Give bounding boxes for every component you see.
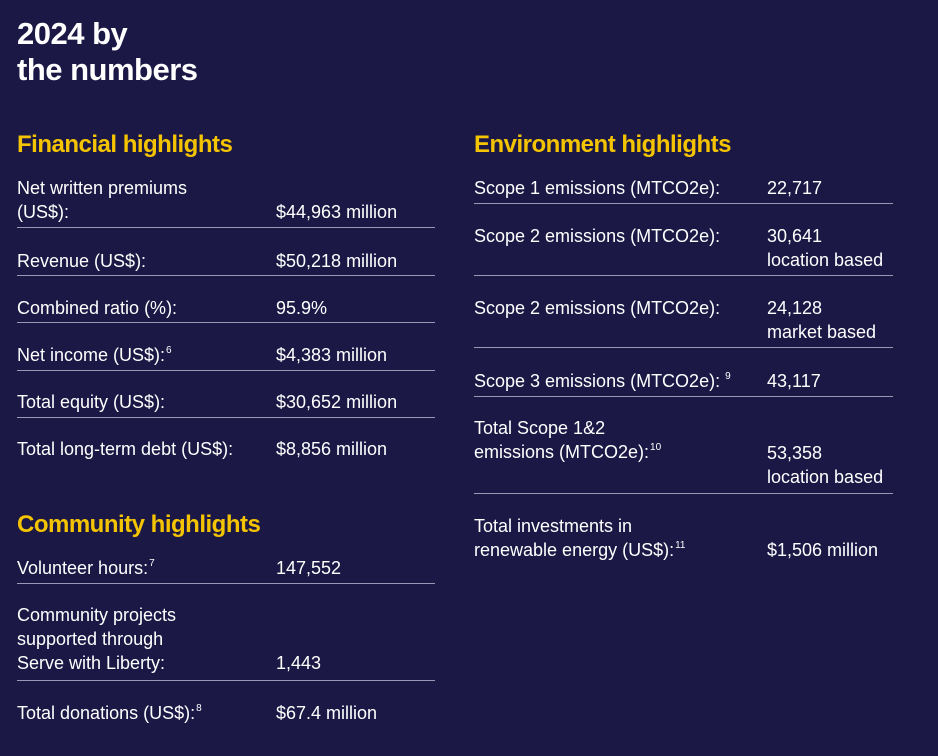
row-value: 30,641 location based [767,226,884,270]
row-label: Scope 1 emissions (MTCO2e): [474,178,721,198]
page-title-line-2: the numbers [17,52,198,87]
financial-row-combined-ratio: Combined ratio (%): 95.9% [17,296,435,320]
divider [474,493,893,494]
row-value: $67.4 million [276,703,378,723]
row-value: 147,552 [276,558,342,578]
divider [17,370,435,371]
financial-row-revenue: Revenue (US$): $50,218 million [17,249,435,273]
row-label: Net written premiums (US$): [17,178,188,222]
row-label: Total long-term debt (US$): [17,439,234,459]
divider [17,417,435,418]
financial-row-net-income: Net income (US$):6 $4,383 million [17,343,435,367]
row-value: 22,717 [767,178,823,198]
community-highlights-heading: Community highlights [17,511,261,538]
row-label: Revenue (US$): [17,251,147,271]
divider [474,203,893,204]
footnote-marker: 9 [725,371,731,382]
financial-highlights-heading: Financial highlights [17,131,233,158]
row-value: $4,383 million [276,345,388,365]
footnote-marker: 8 [196,703,202,714]
footnote-marker: 7 [149,558,155,569]
row-label: Scope 2 emissions (MTCO2e): [474,226,721,246]
financial-row-total-equity: Total equity (US$): $30,652 million [17,390,435,414]
row-label: Combined ratio (%): [17,298,178,318]
environment-row-scope-2-market: Scope 2 emissions (MTCO2e): 24,128 marke… [474,296,893,344]
row-value: $44,963 million [276,202,398,222]
page-title: 2024 by the numbers [17,16,198,88]
divider [17,322,435,323]
divider [474,275,893,276]
community-row-volunteer-hours: Volunteer hours:7 147,552 [17,556,435,580]
footnote-marker: 10 [650,442,662,453]
footnote-marker: 6 [166,345,172,356]
row-label: Total investments in renewable energy (U… [474,516,686,560]
row-value: $8,856 million [276,439,388,459]
divider [17,680,435,681]
page-title-line-1: 2024 by [17,16,128,51]
financial-row-total-long-term-debt: Total long-term debt (US$): $8,856 milli… [17,437,435,461]
row-value: 95.9% [276,298,328,318]
row-label: Net income (US$):6 [17,345,172,365]
row-label: Total donations (US$):8 [17,703,202,723]
row-value: 53,358 location based [767,443,884,487]
row-value: 24,128 market based [767,298,877,342]
environment-row-scope-3: Scope 3 emissions (MTCO2e): 9 43,117 [474,369,893,393]
row-label: Scope 3 emissions (MTCO2e): 9 [474,371,731,391]
divider [17,227,435,228]
environment-row-total-scope-1-2: Total Scope 1&2 emissions (MTCO2e):10 53… [474,416,893,490]
row-label: Scope 2 emissions (MTCO2e): [474,298,721,318]
row-label: Total Scope 1&2 emissions (MTCO2e):10 [474,418,662,462]
divider [17,583,435,584]
row-value: $30,652 million [276,392,398,412]
environment-row-renewable-investments: Total investments in renewable energy (U… [474,514,893,562]
environment-row-scope-2-location: Scope 2 emissions (MTCO2e): 30,641 locat… [474,224,893,272]
row-value: 43,117 [767,371,821,391]
row-value: $1,506 million [767,540,879,560]
environment-highlights-heading: Environment highlights [474,131,732,158]
divider [17,275,435,276]
divider [474,347,893,348]
footnote-marker: 11 [675,540,686,551]
row-label: Total equity (US$): [17,392,166,412]
row-label: Community projects supported through Ser… [17,605,177,673]
community-row-projects: Community projects supported through Ser… [17,603,435,675]
row-value: $50,218 million [276,251,398,271]
row-value: 1,443 [276,653,322,673]
row-label: Volunteer hours:7 [17,558,155,578]
financial-row-net-written-premiums: Net written premiums (US$): $44,963 mill… [17,176,435,224]
divider [474,396,893,397]
environment-row-scope-1: Scope 1 emissions (MTCO2e): 22,717 [474,176,893,200]
community-row-total-donations: Total donations (US$):8 $67.4 million [17,701,435,725]
